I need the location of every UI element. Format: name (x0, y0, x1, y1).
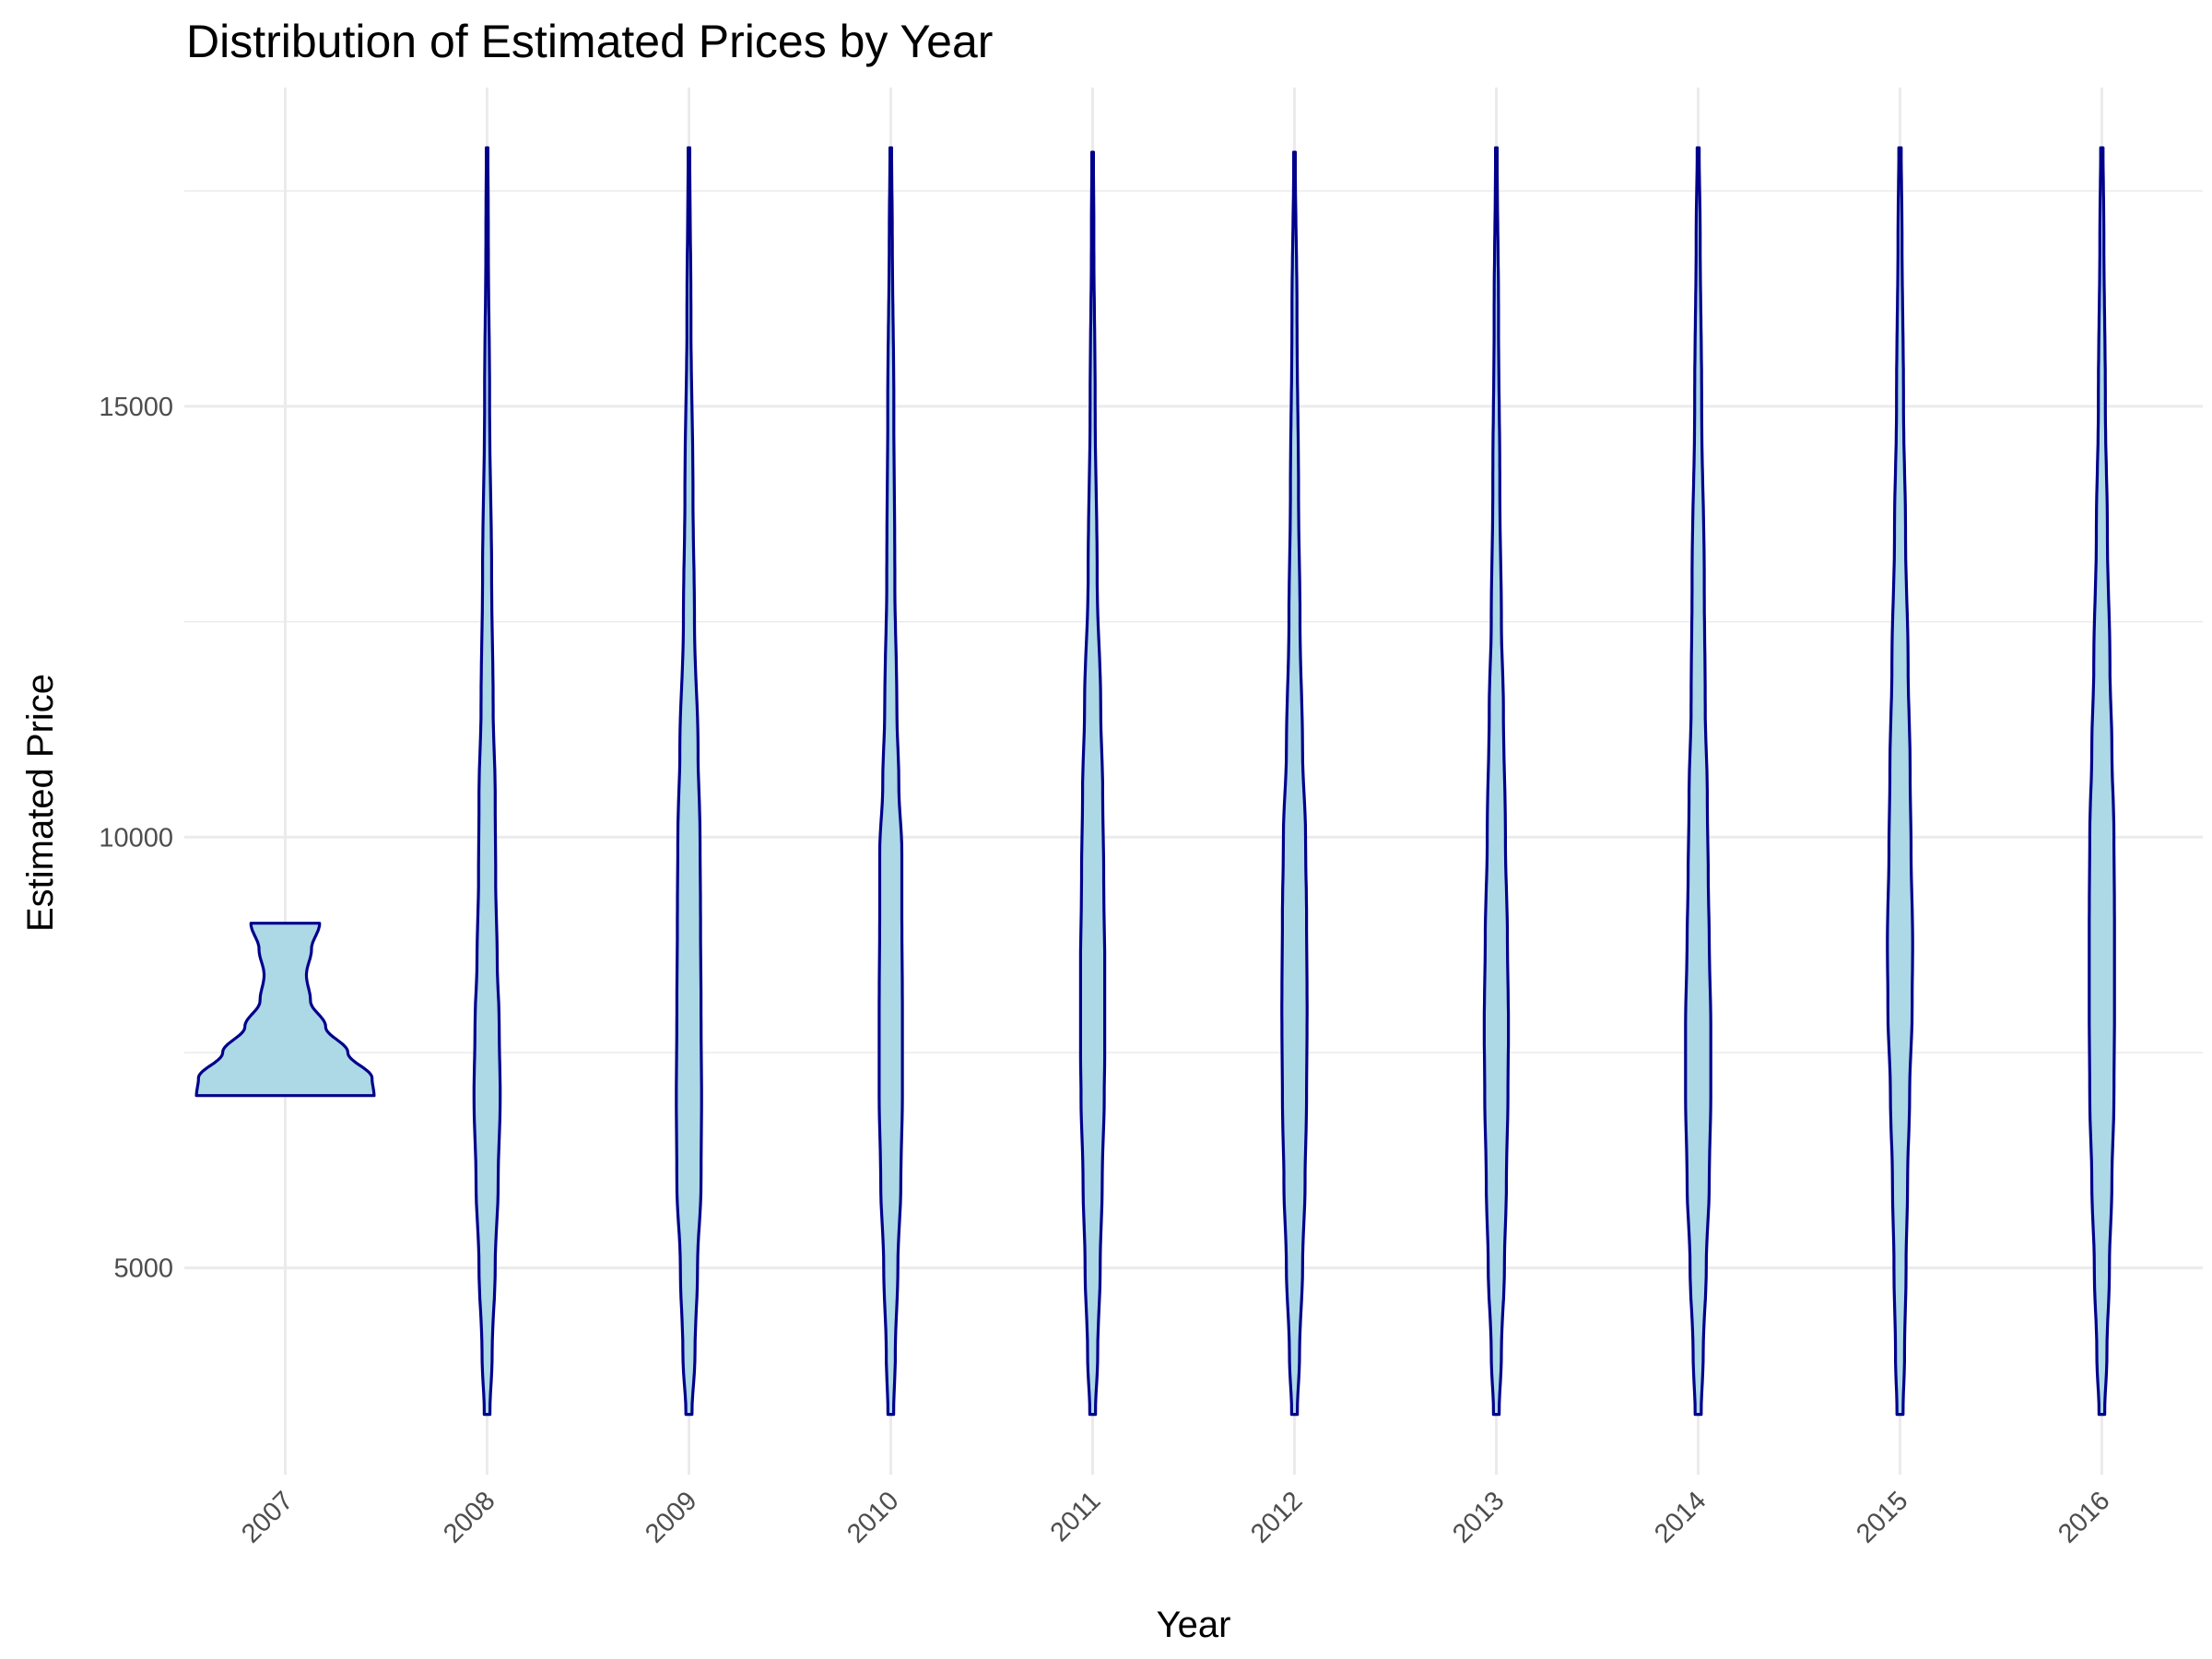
x-tick-label: 2009 (640, 1486, 702, 1548)
y-tick-labels: 5000 10000 15000 (99, 393, 173, 1284)
violin-2013 (1482, 146, 1511, 1417)
x-tick-label: 2013 (1447, 1486, 1510, 1548)
violin-2007 (194, 922, 376, 1098)
x-tick-label: 2011 (1045, 1486, 1107, 1547)
y-tick-label: 5000 (113, 1254, 173, 1284)
x-tick-label: 2008 (438, 1486, 500, 1548)
violins (194, 146, 2116, 1417)
x-axis-title: Year (1157, 1605, 1231, 1645)
chart-title: Distribution of Estimated Prices by Year (186, 16, 993, 67)
x-tick-label: 2012 (1245, 1486, 1308, 1548)
y-tick-label: 10000 (99, 823, 173, 853)
x-tick-labels: 2007 2008 2009 2010 2011 2012 2013 2014 2015 2016 (236, 1486, 2115, 1548)
x-tick-label: 2016 (2053, 1486, 2115, 1548)
x-tick-label: 2010 (841, 1486, 904, 1548)
x-tick-label: 2007 (236, 1486, 299, 1548)
y-tick-label: 15000 (99, 393, 173, 422)
y-axis-title: Estimated Price (20, 674, 61, 932)
violin-2016 (2088, 146, 2116, 1417)
x-tick-label: 2015 (1851, 1486, 1913, 1548)
violin-2009 (675, 146, 703, 1417)
violin-2012 (1280, 150, 1309, 1417)
violin-2008 (472, 146, 502, 1417)
violin-2015 (1886, 146, 1914, 1417)
violin-2014 (1684, 146, 1712, 1417)
violin-2011 (1078, 150, 1107, 1417)
x-tick-label: 2014 (1649, 1486, 1712, 1548)
violin-2010 (877, 146, 904, 1417)
